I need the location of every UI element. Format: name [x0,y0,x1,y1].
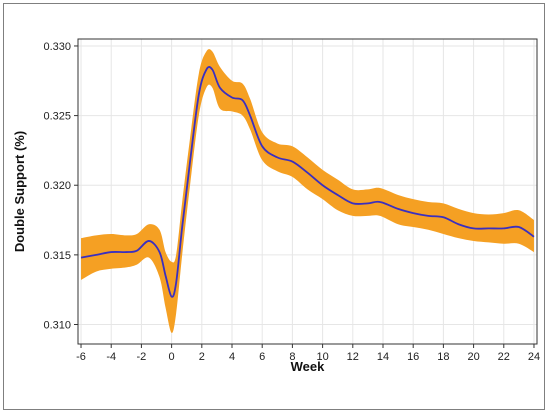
x-tick-label: 14 [377,351,389,363]
x-tick-label: 6 [259,351,265,363]
x-tick-label: -2 [137,351,147,363]
y-tick-label: 0.315 [43,250,71,262]
x-tick-label: -6 [76,351,86,363]
figure-frame: -6 -4 -2 0 2 4 6 8 10 12 14 16 18 20 22 24 0.310 0.315 0.… [3,3,545,410]
x-tick-label: 20 [467,351,479,363]
x-tick-label: -4 [106,351,116,363]
grid [78,39,537,344]
confidence-band [81,49,534,333]
plot-area-border [77,38,538,345]
x-tick-label: 10 [316,351,328,363]
x-axis-ticks: -6 -4 -2 0 2 4 6 8 10 12 14 16 18 20 22 24 [76,344,540,363]
x-axis-title: Week [291,359,325,374]
x-tick-label: 8 [289,351,295,363]
line-chart: -6 -4 -2 0 2 4 6 8 10 12 14 16 18 20 22 24 0.3100.3150.… [12,38,540,374]
y-tick-label: 0.325 [43,111,71,123]
x-tick-label: 0 [169,351,175,363]
y-tick-label: 0.310 [43,320,71,332]
x-tick-label: 24 [528,351,540,363]
x-tick-label: 18 [437,351,449,363]
x-tick-label: 16 [407,351,419,363]
y-axis-title: Double Support (%) [12,131,27,252]
mean-line [80,66,535,298]
y-tick-label: 0.330 [43,41,71,53]
x-tick-label: 4 [229,351,235,363]
x-tick-label: 12 [347,351,359,363]
y-axis-ticks: 0.310 0.315 0.320 0.325 0.330 [43,41,78,332]
x-tick-label: 22 [498,351,510,363]
x-tick-label: 2 [199,351,205,363]
y-tick-label: 0.320 [43,180,71,192]
